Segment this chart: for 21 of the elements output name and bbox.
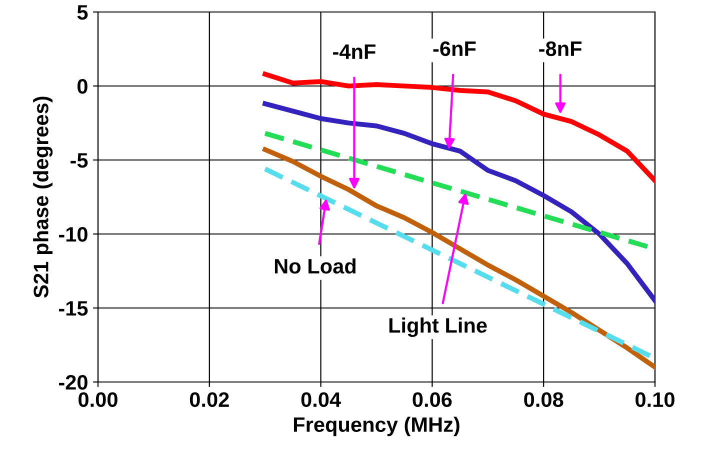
y-axis-title: S21 phase (degrees) xyxy=(33,96,53,298)
y-tick-label: -5 xyxy=(70,153,88,168)
y-tick-label: 5 xyxy=(77,5,88,20)
annotation: -4nF xyxy=(333,44,376,59)
annotation: Light Line xyxy=(389,317,487,337)
annotation: No Load xyxy=(274,258,356,274)
x-tick-label: 0.00 xyxy=(78,392,118,408)
y-tick-label: -10 xyxy=(58,227,88,242)
x-tick-label: 0.08 xyxy=(524,392,564,408)
line-series xyxy=(262,101,655,304)
x-tick-label: 0.10 xyxy=(636,392,674,408)
y-tick-label: 0 xyxy=(78,79,88,94)
y-tick-label: -15 xyxy=(58,301,88,316)
x-tick-label: 0.06 xyxy=(412,392,452,408)
annotation: -8nF xyxy=(539,41,582,56)
annotation: -6nF xyxy=(433,41,476,56)
x-tick-label: 0.04 xyxy=(301,392,341,408)
x-axis-title: Frequency (MHz) xyxy=(294,416,460,436)
x-tick-label: 0.02 xyxy=(190,392,229,408)
line-series xyxy=(262,72,655,184)
y-tick-label: -20 xyxy=(58,375,88,390)
